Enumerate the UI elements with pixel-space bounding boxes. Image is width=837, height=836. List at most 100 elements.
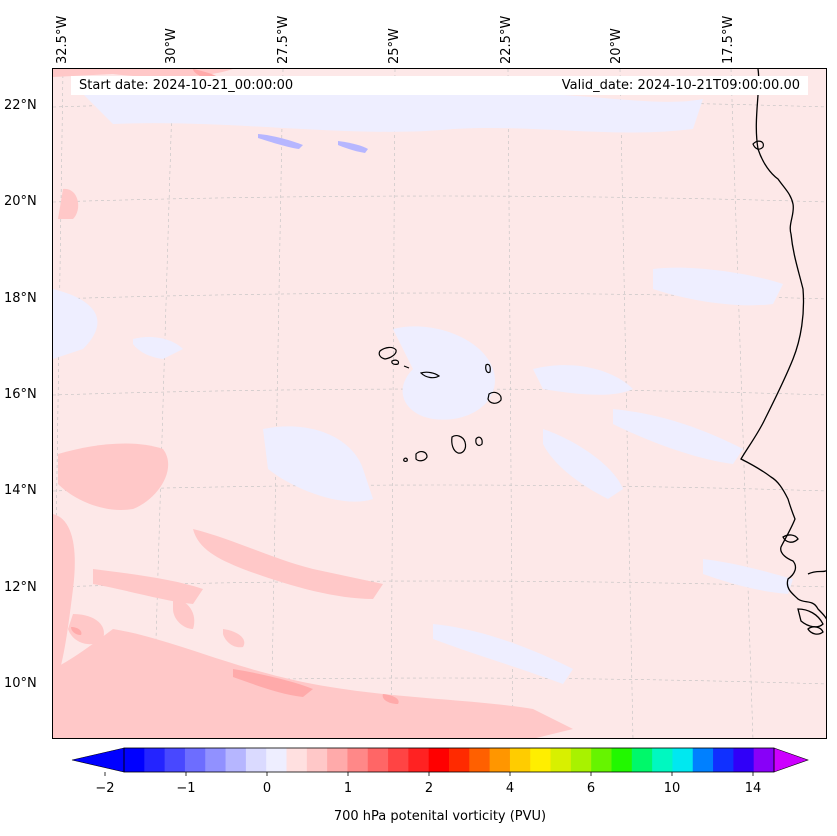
gridline-16n — [53, 388, 826, 396]
colorbar-tick-label: 0 — [262, 781, 272, 796]
colorbar-over-arrow — [773, 747, 809, 773]
gridline-27-5w — [270, 69, 284, 738]
pv-patch — [73, 83, 703, 133]
colorbar-cell — [306, 748, 328, 772]
colorbar-cell — [530, 748, 552, 772]
latitude-label: 16°N — [4, 387, 37, 402]
colorbar-cell — [713, 748, 734, 772]
map-panel — [52, 68, 827, 739]
gridline-22-5w — [507, 69, 514, 738]
colorbar-tick-label: 14 — [744, 781, 762, 796]
island-sao-vicente — [391, 359, 400, 365]
gridline-14n — [53, 484, 826, 492]
colorbar-under-arrow — [71, 747, 125, 773]
island-maio — [475, 436, 483, 446]
gridline-18n — [53, 292, 826, 300]
africa-coastline — [740, 69, 826, 635]
island-sal — [485, 363, 491, 374]
pv-patch — [543, 429, 623, 499]
colorbar-tick-marks — [104, 772, 754, 776]
coastline-bissau — [797, 608, 824, 628]
colorbar-cell — [631, 748, 653, 772]
latitude-label: 14°N — [4, 483, 37, 498]
pv-patch — [53, 629, 573, 738]
colorbar-cell — [449, 748, 470, 772]
pv-patch — [193, 529, 383, 599]
latitude-label: 22°N — [4, 98, 37, 113]
island-fogo — [415, 451, 428, 462]
latitude-label: 10°N — [4, 676, 37, 691]
positive-pv-patches — [53, 69, 573, 738]
colorbar-tick-label: 4 — [505, 781, 515, 796]
colorbar-cell — [245, 748, 267, 772]
colorbar-cell — [428, 748, 450, 772]
colorbar — [71, 747, 809, 776]
gridline-20n — [53, 195, 826, 203]
pv-patch — [58, 443, 169, 510]
colorbar-cell — [672, 748, 694, 772]
colorbar-tick-label: 1 — [343, 781, 353, 796]
pv-patch — [53, 514, 75, 689]
colorbar-cell — [469, 748, 491, 772]
colorbar-label: 700 hPa potenital vorticity (PVU) — [333, 809, 547, 824]
pv-patch — [223, 629, 245, 648]
pv-patch — [93, 569, 203, 604]
coastline-senegal-mauritania — [740, 69, 826, 620]
colorbar-tick-label: 10 — [663, 781, 681, 796]
pv-patch — [53, 69, 233, 78]
pv-patch — [533, 365, 633, 395]
island-sao-nicolau — [419, 371, 441, 379]
island-brava — [403, 457, 408, 462]
colorbar-tick-label: 2 — [424, 781, 434, 796]
coastline-gambia — [807, 570, 826, 575]
colorbar-cell — [327, 748, 348, 772]
darker-negative-pv — [258, 134, 368, 153]
colorbar-cell — [164, 748, 186, 772]
island-santo-antao — [378, 346, 397, 360]
island-santa-luzia — [403, 365, 410, 369]
longitude-label: 32.5°W — [55, 15, 70, 64]
gridline-30w — [152, 69, 174, 738]
gridline-20w — [619, 69, 634, 738]
stronger-positive-pv — [71, 69, 399, 704]
island-boa-vista — [487, 391, 502, 404]
pv-patch — [338, 141, 368, 153]
colorbar-cells — [124, 748, 775, 772]
gridline-25w — [390, 69, 396, 738]
pv-patch — [193, 69, 218, 78]
colorbar-cell — [124, 748, 145, 772]
longitude-label: 30°W — [164, 28, 179, 64]
pv-patch — [393, 326, 495, 420]
pv-patch — [233, 669, 313, 697]
longitude-label: 25°W — [387, 28, 402, 64]
colorbar-cell — [489, 748, 511, 772]
coastline-islands — [807, 626, 824, 635]
colorbar-cell — [509, 748, 531, 772]
colorbar-cell — [225, 748, 247, 772]
pv-patch — [613, 409, 743, 464]
pv-patch — [53, 289, 98, 359]
map-canvas — [53, 69, 826, 738]
colorbar-cell — [367, 748, 389, 772]
colorbar-tick-label: −2 — [95, 781, 115, 796]
pv-patch — [133, 337, 183, 359]
colorbar-cell — [144, 748, 166, 772]
colorbar-tick-label: 6 — [586, 781, 596, 796]
colorbar-cell — [753, 748, 775, 772]
colorbar-cell — [733, 748, 755, 772]
colorbar-cell — [652, 748, 673, 772]
colorbar-frame — [123, 747, 775, 773]
pv-patch — [382, 694, 399, 704]
colorbar-cell — [550, 748, 572, 772]
date-info-bar — [71, 76, 808, 95]
pv-patch — [703, 559, 793, 594]
colorbar-cell — [570, 748, 592, 772]
longitude-label: 17.5°W — [721, 15, 736, 64]
colorbar-cell — [205, 748, 227, 772]
pv-patch — [173, 599, 195, 629]
longitude-label: 20°W — [609, 28, 624, 64]
colorbar-cell — [388, 748, 409, 772]
longitude-label: 22.5°W — [499, 15, 514, 64]
coastline-detail — [782, 534, 799, 543]
pv-patch — [653, 267, 783, 306]
